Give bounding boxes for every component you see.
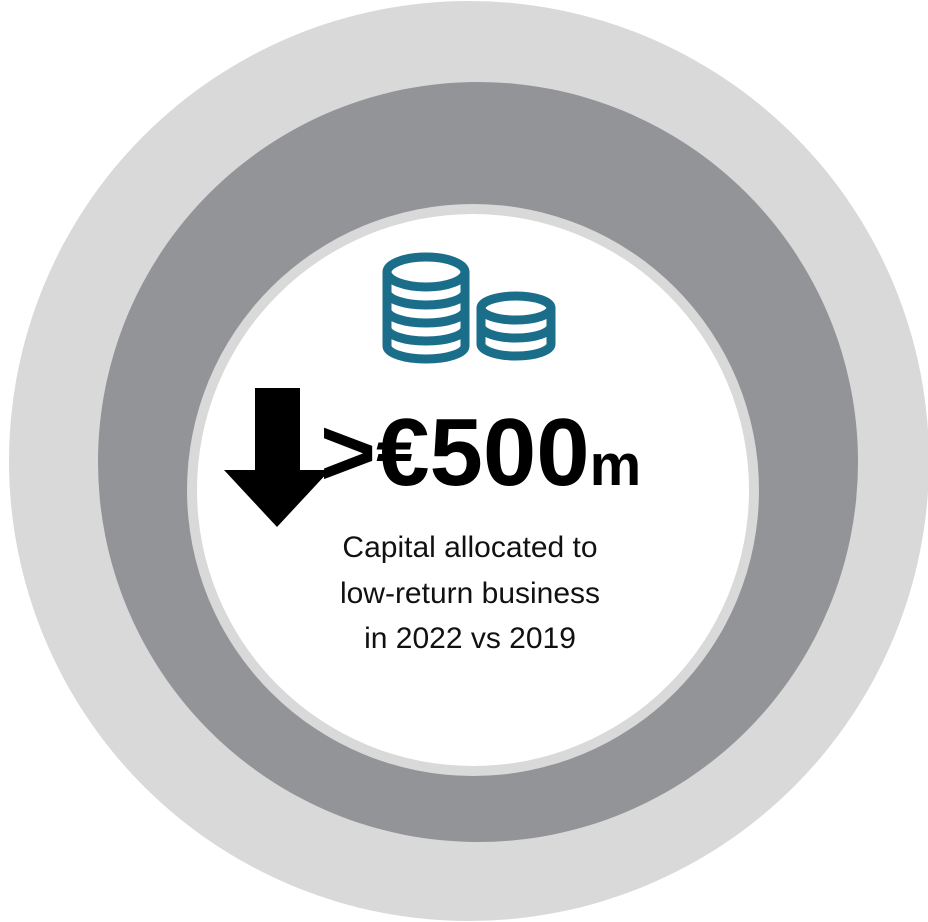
headline: >€500m [320,399,641,506]
headline-unit: m [590,433,642,498]
coins-icon [382,252,556,364]
inner-circle [197,214,749,766]
caption-line: in 2022 vs 2019 [364,622,576,655]
headline-value: >€500 [320,399,590,506]
down-arrow [224,388,330,527]
caption-line: low-return business [340,577,600,610]
caption-line: Capital allocated to [342,531,597,564]
